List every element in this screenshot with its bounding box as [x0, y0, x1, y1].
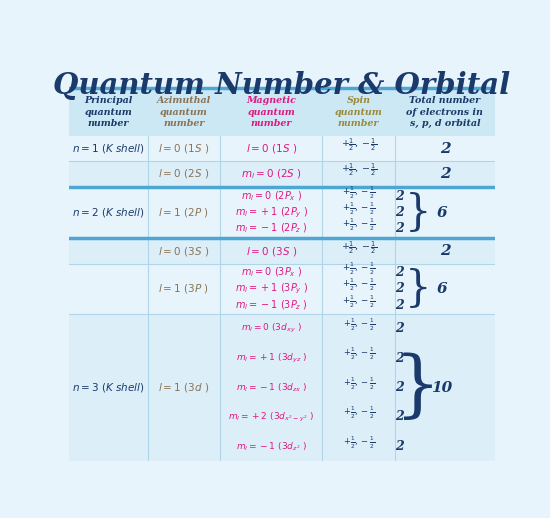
- Text: $l = 0\ (3S\ )$: $l = 0\ (3S\ )$: [158, 244, 210, 257]
- Text: 2: 2: [395, 410, 404, 424]
- Text: $+\frac{1}{2},-\frac{1}{2}$: $+\frac{1}{2},-\frac{1}{2}$: [340, 162, 377, 178]
- Bar: [69, 264, 495, 314]
- Text: 2: 2: [439, 244, 450, 258]
- Bar: [69, 161, 495, 186]
- Text: $m_l = +1\ (3d_{yz}\ )$: $m_l = +1\ (3d_{yz}\ )$: [235, 352, 307, 365]
- Text: $l = 0\ (1S\ )$: $l = 0\ (1S\ )$: [158, 142, 210, 155]
- Text: }: }: [395, 352, 441, 423]
- Text: $m_l = 0\ (3P_x\ )$: $m_l = 0\ (3P_x\ )$: [240, 266, 302, 279]
- Bar: [69, 136, 495, 161]
- Text: $n = 1\ (K\ shell)$: $n = 1\ (K\ shell)$: [72, 142, 145, 155]
- Text: $m_l = -1\ (2P_z\ )$: $m_l = -1\ (2P_z\ )$: [235, 222, 307, 235]
- Text: $+\frac{1}{2},-\frac{1}{2}$: $+\frac{1}{2},-\frac{1}{2}$: [342, 216, 375, 233]
- Text: $+\frac{1}{2},-\frac{1}{2}$: $+\frac{1}{2},-\frac{1}{2}$: [342, 260, 375, 277]
- Text: $m_l = -1\ (3d_{z^2}\ )$: $m_l = -1\ (3d_{z^2}\ )$: [236, 440, 307, 453]
- Text: $+\frac{1}{2},-\frac{1}{2}$: $+\frac{1}{2},-\frac{1}{2}$: [340, 239, 377, 255]
- Text: Spin
quantum
number: Spin quantum number: [335, 96, 382, 128]
- Text: $+\frac{1}{2},-\frac{1}{2}$: $+\frac{1}{2},-\frac{1}{2}$: [342, 277, 375, 293]
- Text: 10: 10: [431, 381, 452, 395]
- Text: $+\frac{1}{2},-\frac{1}{2}$: $+\frac{1}{2},-\frac{1}{2}$: [343, 376, 375, 392]
- Text: $+\frac{1}{2},-\frac{1}{2}$: $+\frac{1}{2},-\frac{1}{2}$: [343, 316, 375, 333]
- Text: $l = 1\ (2P\ )$: $l = 1\ (2P\ )$: [158, 206, 210, 219]
- Text: 2: 2: [395, 440, 404, 453]
- Text: 6: 6: [436, 282, 447, 296]
- Text: }: }: [405, 192, 432, 234]
- Text: $l = 0\ (3S\ )$: $l = 0\ (3S\ )$: [245, 244, 297, 257]
- Text: 2: 2: [395, 282, 404, 295]
- Text: 2: 2: [395, 190, 404, 203]
- Text: Total number
of electrons in
s, p, d orbital: Total number of electrons in s, p, d orb…: [406, 96, 483, 128]
- Text: }: }: [405, 268, 432, 310]
- Text: 2: 2: [395, 299, 404, 312]
- Text: Azimuthal
quantum
number: Azimuthal quantum number: [157, 96, 211, 128]
- Text: $m_l = +1\ (3P_y\ )$: $m_l = +1\ (3P_y\ )$: [234, 282, 308, 296]
- Text: $+\frac{1}{2},-\frac{1}{2}$: $+\frac{1}{2},-\frac{1}{2}$: [342, 184, 375, 201]
- Bar: [69, 88, 495, 136]
- Text: $m_l = +1\ (2P_y\ )$: $m_l = +1\ (2P_y\ )$: [234, 205, 308, 220]
- Text: $l = 0\ (2S\ )$: $l = 0\ (2S\ )$: [158, 167, 210, 180]
- Text: $l = 1\ (3d\ )$: $l = 1\ (3d\ )$: [158, 381, 210, 394]
- Text: $+\frac{1}{2},-\frac{1}{2}$: $+\frac{1}{2},-\frac{1}{2}$: [340, 136, 377, 153]
- Text: 2: 2: [395, 322, 404, 336]
- Text: $+\frac{1}{2},-\frac{1}{2}$: $+\frac{1}{2},-\frac{1}{2}$: [343, 434, 375, 451]
- Text: $l = 0\ (1S\ )$: $l = 0\ (1S\ )$: [245, 142, 297, 155]
- Text: $m_l = 0\ (3d_{xy}\ )$: $m_l = 0\ (3d_{xy}\ )$: [241, 322, 301, 336]
- Text: 2: 2: [395, 352, 404, 365]
- Text: 2: 2: [395, 266, 404, 279]
- Text: 2: 2: [395, 222, 404, 235]
- Text: $m_l = -1\ (3d_{zx}\ )$: $m_l = -1\ (3d_{zx}\ )$: [235, 381, 307, 394]
- Text: 6: 6: [436, 206, 447, 220]
- Text: Quantum Number & Orbital: Quantum Number & Orbital: [53, 71, 510, 100]
- Text: $+\frac{1}{2},-\frac{1}{2}$: $+\frac{1}{2},-\frac{1}{2}$: [343, 405, 375, 421]
- Text: $l = 1\ (3P\ )$: $l = 1\ (3P\ )$: [158, 282, 210, 295]
- Text: 2: 2: [395, 381, 404, 394]
- Text: 2: 2: [439, 141, 450, 155]
- Text: $m_l = +2\ (3d_{x^2-y^2}\ )$: $m_l = +2\ (3d_{x^2-y^2}\ )$: [228, 410, 314, 424]
- Text: $m_l = 0\ (2P_x\ )$: $m_l = 0\ (2P_x\ )$: [240, 190, 302, 204]
- Text: Magnetic
quantum
number: Magnetic quantum number: [246, 96, 296, 128]
- Bar: [69, 314, 495, 461]
- Text: Principal
quantum
number: Principal quantum number: [84, 96, 133, 128]
- Text: $+\frac{1}{2},-\frac{1}{2}$: $+\frac{1}{2},-\frac{1}{2}$: [343, 346, 375, 363]
- Text: 2: 2: [439, 167, 450, 181]
- Text: $m_l = -1\ (3P_z\ )$: $m_l = -1\ (3P_z\ )$: [235, 299, 307, 312]
- Text: $n = 2\ (K\ shell)$: $n = 2\ (K\ shell)$: [72, 206, 145, 219]
- Text: $+\frac{1}{2},-\frac{1}{2}$: $+\frac{1}{2},-\frac{1}{2}$: [342, 293, 375, 310]
- Text: $n = 3\ (K\ shell)$: $n = 3\ (K\ shell)$: [72, 381, 145, 394]
- Text: 2: 2: [395, 206, 404, 219]
- Text: $m_l = 0\ (2S\ )$: $m_l = 0\ (2S\ )$: [241, 167, 301, 181]
- Text: $+\frac{1}{2},-\frac{1}{2}$: $+\frac{1}{2},-\frac{1}{2}$: [342, 200, 375, 217]
- Bar: [69, 186, 495, 238]
- Bar: [69, 238, 495, 264]
